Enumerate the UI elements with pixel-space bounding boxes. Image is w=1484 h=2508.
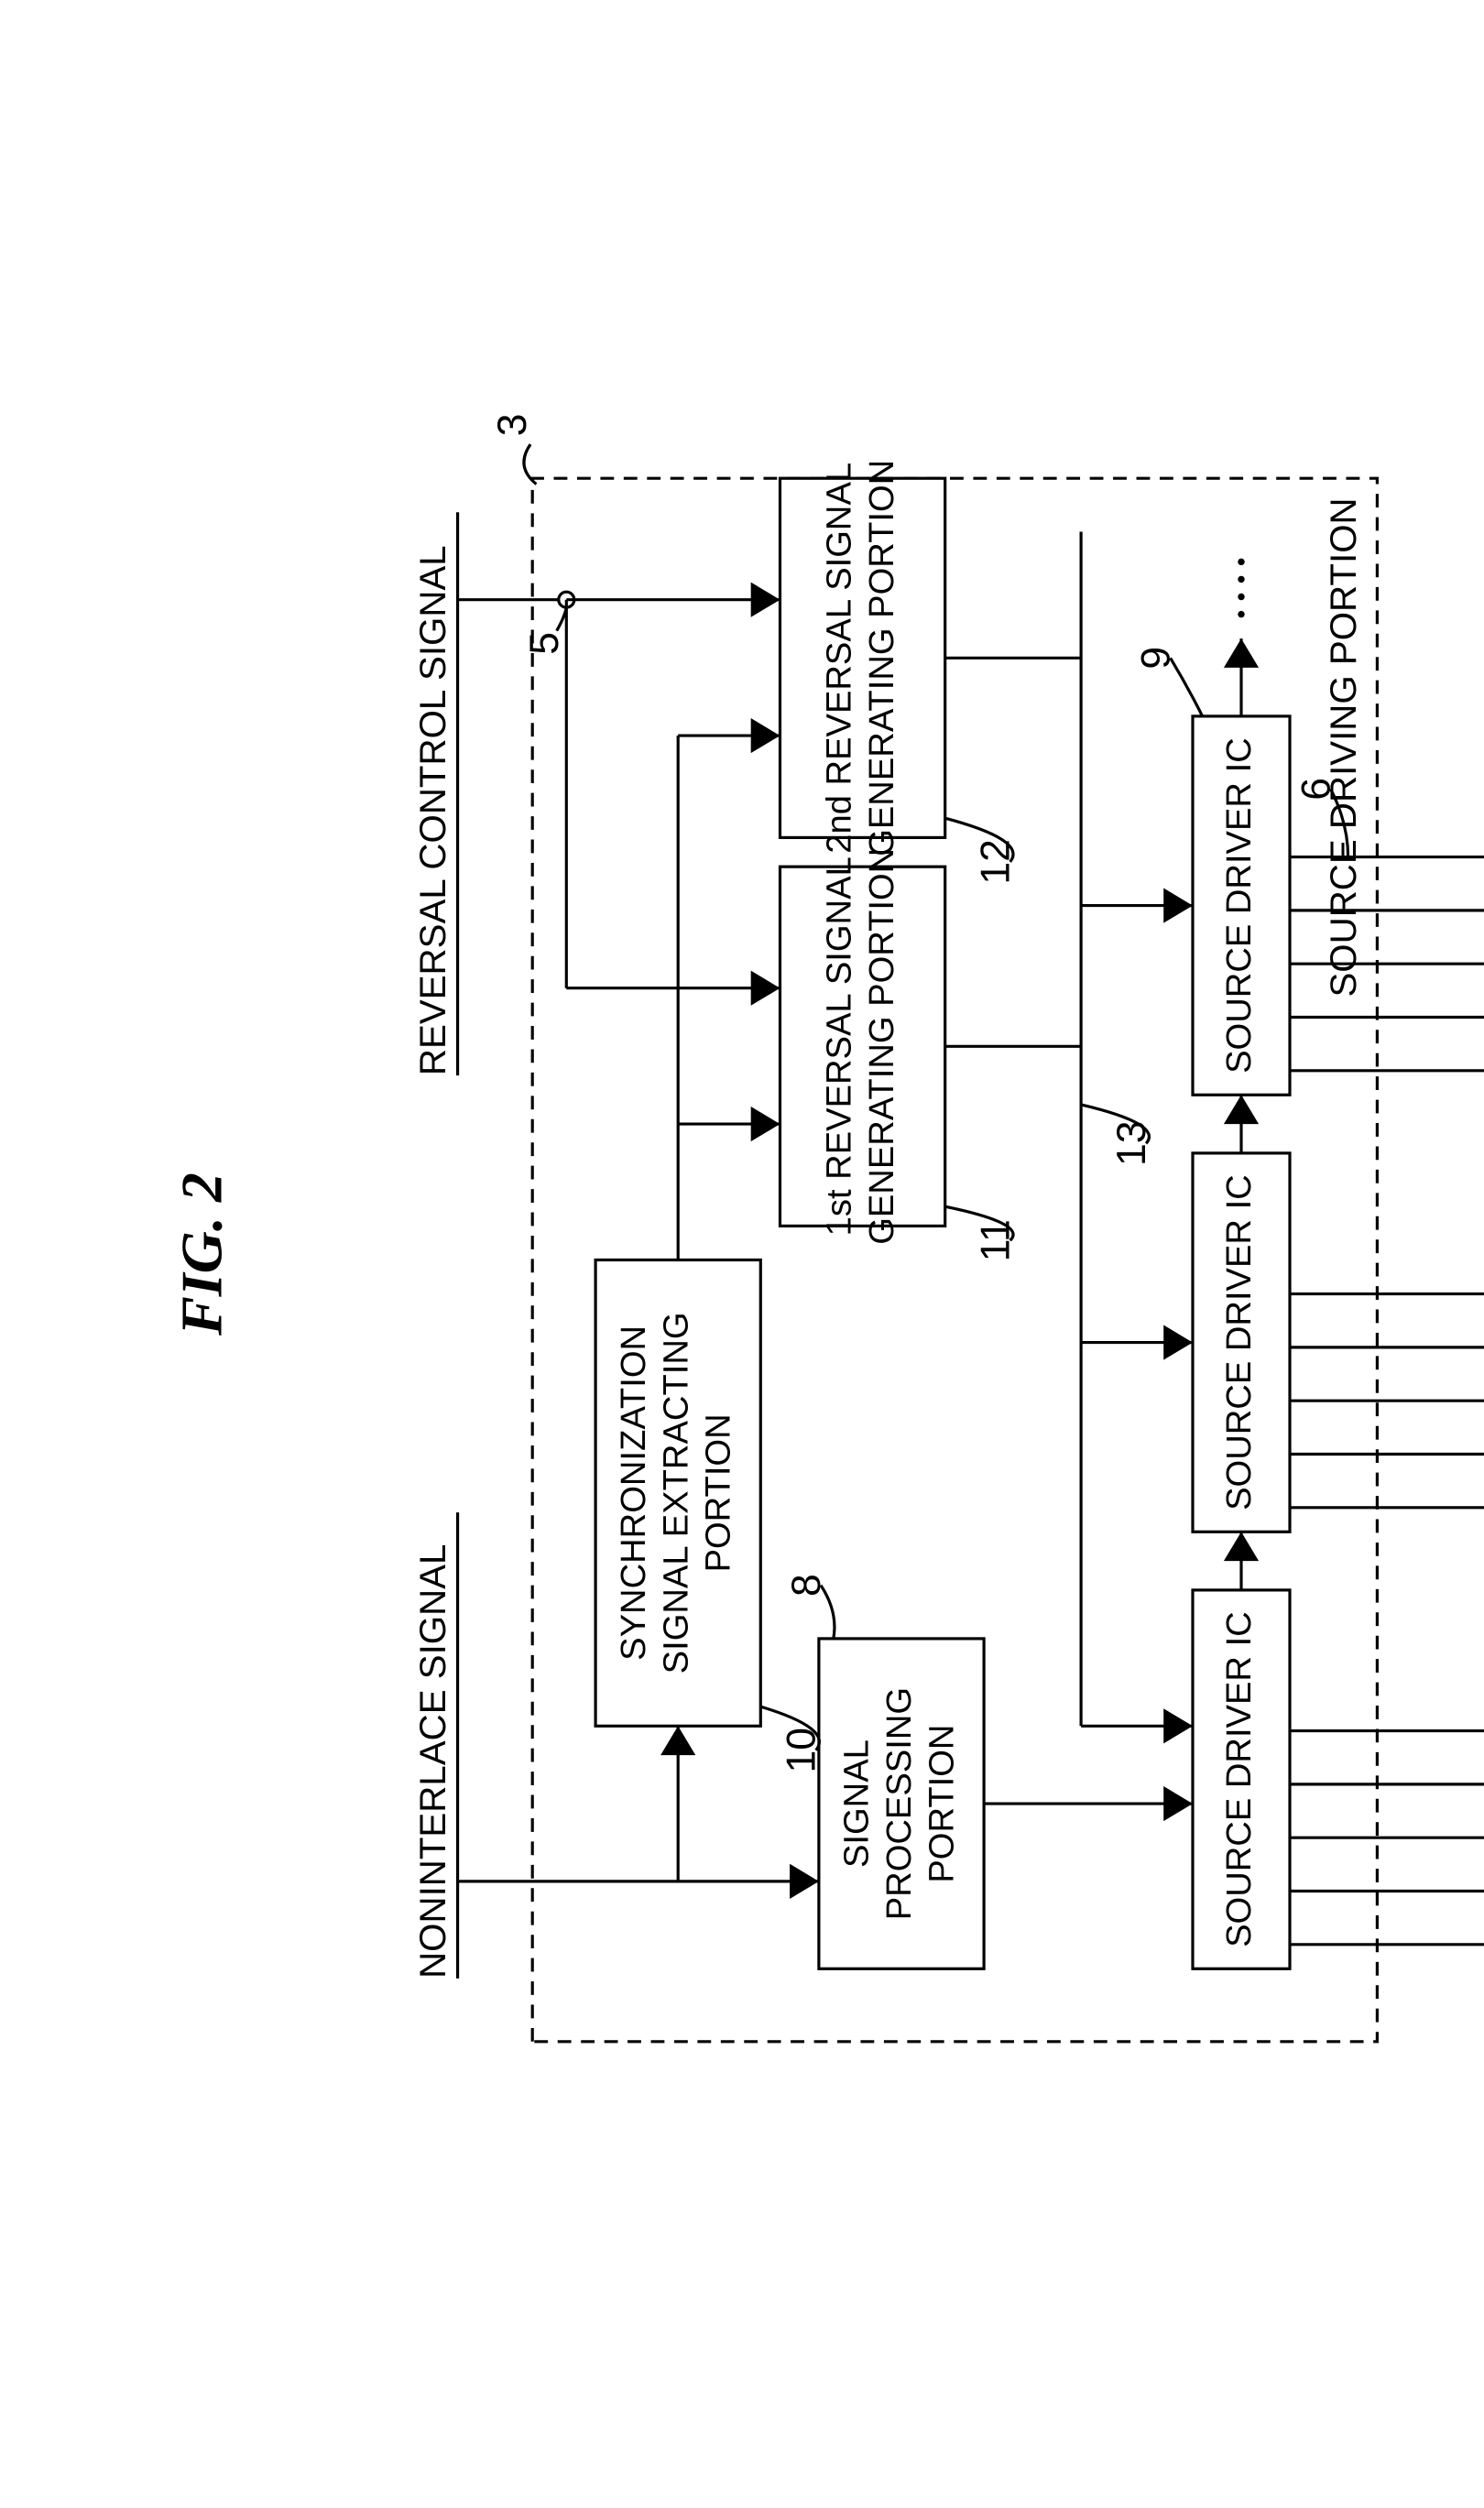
svg-text:1st REVERSAL SIGNAL: 1st REVERSAL SIGNAL — [820, 856, 859, 1236]
svg-text:SYNCHRONIZATION: SYNCHRONIZATION — [614, 1325, 653, 1661]
svg-text:SIGNAL: SIGNAL — [837, 1739, 877, 1868]
figure-title: FIG. 2 — [169, 1172, 234, 1336]
svg-text:SOURCE DRIVER IC: SOURCE DRIVER IC — [1219, 1611, 1259, 1947]
ref-3: 3 — [490, 414, 535, 437]
ref-5: 5 — [522, 632, 567, 655]
svg-text:GENERATING PORTION: GENERATING PORTION — [862, 460, 901, 856]
source-driving-portion-label: SOURCE DRIVING PORTION — [1323, 497, 1364, 997]
svg-text:SIGNAL EXTRACTING: SIGNAL EXTRACTING — [656, 1312, 695, 1674]
svg-text:PROCESSING: PROCESSING — [879, 1687, 919, 1920]
svg-text:2nd REVERSAL SIGNAL: 2nd REVERSAL SIGNAL — [820, 463, 859, 854]
noninterlace-signal-label: NONINTERLACE SIGNAL — [412, 1544, 453, 1979]
svg-text:GENERATING PORTION: GENERATING PORTION — [862, 848, 901, 1245]
svg-text:SOURCE DRIVER IC: SOURCE DRIVER IC — [1219, 737, 1259, 1074]
svg-text:PORTION: PORTION — [922, 1725, 961, 1883]
diagram: 3 SOURCE DRIVING PORTION NONINTERLACE SIGN… — [412, 414, 1484, 2042]
svg-text:PORTION: PORTION — [699, 1413, 738, 1572]
reversal-control-signal-label: REVERSAL CONTROL SIGNAL — [412, 545, 453, 1075]
svg-text:SOURCE DRIVER IC: SOURCE DRIVER IC — [1219, 1174, 1259, 1510]
